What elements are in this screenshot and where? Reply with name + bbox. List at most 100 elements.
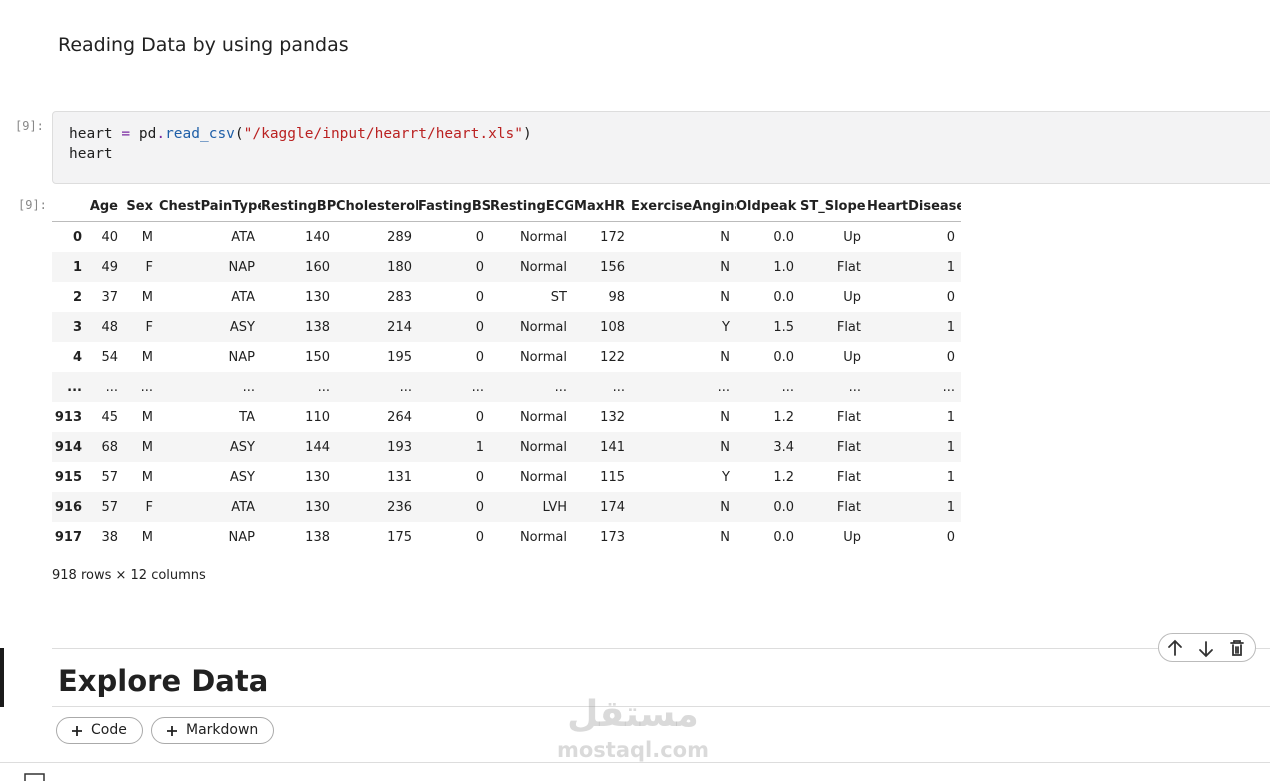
move-up[interactable] — [1168, 639, 1182, 656]
table-cell: 1 — [946, 439, 955, 455]
table-cell: 0.0 — [773, 529, 794, 545]
table-cell: 144 — [305, 439, 330, 455]
table-cell: 174 — [600, 499, 625, 515]
table-cell: ATA — [231, 499, 255, 515]
column-header: Oldpeak — [736, 191, 800, 222]
table-cell: 160 — [305, 259, 330, 275]
table-cell: 110 — [305, 409, 330, 425]
table-cell: Flat — [836, 439, 861, 455]
table-cell: Flat — [836, 469, 861, 485]
table-row: 0 40 M ATA 140 289 0 Normal 172 N 0.0 Up 0 — [52, 222, 961, 253]
column-header: ExerciseAngina — [631, 191, 736, 222]
table-body: 0 40 M ATA 140 289 0 Normal 172 N 0.0 Up 0 1 49 F NAP 160… — [52, 222, 961, 553]
table-row: ....................................... — [52, 372, 961, 402]
table-cell: M — [141, 349, 153, 365]
table-cell: 1 — [946, 319, 955, 335]
column-header: HeartDisease — [867, 191, 961, 222]
table-cell: ASY — [229, 469, 255, 485]
table-cell: ATA — [231, 289, 255, 305]
cell-toolbar — [1158, 633, 1256, 662]
table-cell: N — [720, 229, 730, 245]
table-cell: N — [720, 499, 730, 515]
column-header: RestingBP — [261, 191, 336, 222]
table-cell: Normal — [519, 349, 567, 365]
table-cell: Normal — [519, 469, 567, 485]
table-cell: N — [720, 529, 730, 545]
table-cell: 0.0 — [773, 229, 794, 245]
column-header: Age — [88, 191, 124, 222]
divider — [0, 762, 1270, 763]
table-cell: ASY — [229, 439, 255, 455]
table-cell: 1 — [946, 409, 955, 425]
table-cell: ... — [554, 379, 567, 395]
table-cell: 0 — [475, 289, 484, 305]
watermark-latin: mostaql.com — [557, 738, 709, 762]
table-summary: 918 rows × 12 columns — [52, 568, 206, 583]
column-header: ST_Slope — [800, 191, 867, 222]
code-token: heart — [69, 146, 113, 162]
markdown-cell[interactable] — [52, 648, 1270, 707]
table-cell: 48 — [101, 319, 118, 335]
row-index: 1 — [72, 259, 82, 275]
input-prompt: [9]: — [15, 119, 44, 133]
table-cell: Normal — [519, 529, 567, 545]
table-cell: M — [141, 289, 153, 305]
table-cell: 0 — [475, 349, 484, 365]
table-row: 2 37 M ATA 130 283 0 ST 98 N 0.0 Up 0 — [52, 282, 961, 312]
column-header: FastingBS — [418, 191, 490, 222]
code-line: heart — [69, 144, 532, 164]
table-cell: Flat — [836, 409, 861, 425]
table-cell: Y — [722, 469, 730, 485]
add-markdown-button[interactable]: Markdown — [151, 717, 274, 744]
table-cell: F — [145, 319, 153, 335]
code-line: heart = pd.read_csv("/kaggle/input/hearr… — [69, 124, 532, 144]
add-code-button[interactable]: Code — [56, 717, 143, 744]
code-token: . — [156, 126, 166, 142]
delete[interactable] — [1230, 640, 1244, 656]
markdown-text: Reading Data by using pandas — [58, 34, 349, 56]
table-cell: 130 — [305, 469, 330, 485]
table-cell: 0 — [475, 409, 484, 425]
code-cell[interactable] — [52, 111, 1270, 184]
table-cell: N — [720, 439, 730, 455]
table-cell: Flat — [836, 259, 861, 275]
table-cell: 175 — [387, 529, 412, 545]
table-cell: Y — [722, 319, 730, 335]
table-cell: 1 — [946, 499, 955, 515]
table-row: 3 48 F ASY 138 214 0 Normal 108 Y 1.5 Flat 1 — [52, 312, 961, 342]
table-cell: 115 — [600, 469, 625, 485]
table-cell: TA — [239, 409, 255, 425]
row-index: 916 — [54, 499, 82, 515]
table-cell: 0 — [475, 319, 484, 335]
table-cell: ... — [105, 379, 118, 395]
header-row: Age Sex ChestPainType RestingBP Cholesterol F… — [52, 191, 961, 222]
move-down[interactable] — [1199, 641, 1213, 658]
table-cell: ... — [717, 379, 730, 395]
table-cell: LVH — [542, 499, 567, 515]
table-cell: ... — [140, 379, 153, 395]
row-index: 4 — [72, 349, 82, 365]
table-cell: 98 — [608, 289, 625, 305]
row-index: 917 — [54, 529, 82, 545]
table-cell: 236 — [387, 499, 412, 515]
table-cell: 68 — [101, 439, 118, 455]
table-cell: ... — [612, 379, 625, 395]
table-cell: Normal — [519, 259, 567, 275]
table-cell: 0.0 — [773, 349, 794, 365]
table-cell: 37 — [101, 289, 118, 305]
table-cell: ST — [550, 289, 567, 305]
table-cell: Normal — [519, 409, 567, 425]
table-cell: F — [145, 499, 153, 515]
table-cell: 38 — [101, 529, 118, 545]
table-cell: N — [720, 349, 730, 365]
column-header: Sex — [124, 191, 159, 222]
table-cell: 0 — [475, 499, 484, 515]
row-index: 0 — [72, 229, 82, 245]
row-index: 913 — [54, 409, 82, 425]
table-cell: 1.0 — [773, 259, 794, 275]
row-index: 915 — [54, 469, 82, 485]
column-header: RestingECG — [490, 191, 573, 222]
index-header — [52, 191, 88, 222]
table-cell: 132 — [600, 409, 625, 425]
table-cell: ... — [317, 379, 330, 395]
